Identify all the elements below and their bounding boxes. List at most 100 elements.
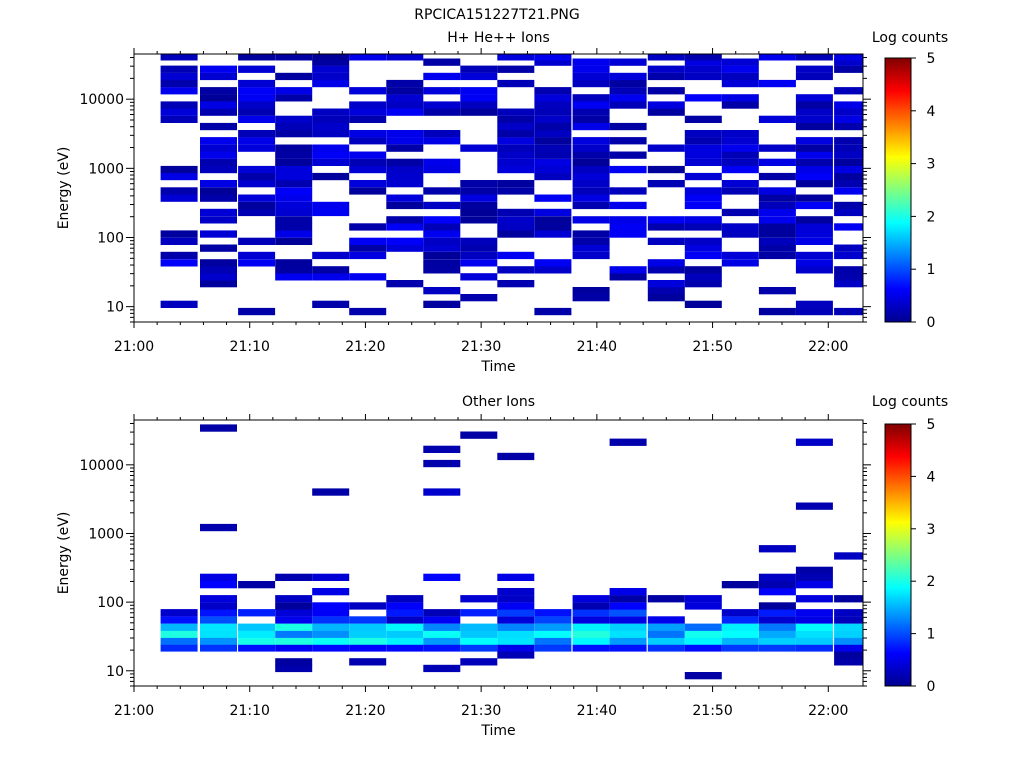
heatmap-cell bbox=[647, 616, 685, 624]
heatmap-cell bbox=[609, 623, 647, 631]
heatmap-cell bbox=[534, 172, 572, 181]
x-tick-label: 21:10 bbox=[230, 339, 270, 355]
colorbar-tick-label: 2 bbox=[927, 209, 936, 225]
heatmap-cell bbox=[423, 445, 461, 453]
heatmap-cell bbox=[238, 180, 276, 188]
heatmap-cell bbox=[834, 244, 863, 252]
panel-title: H+ He++ Ions bbox=[447, 30, 550, 46]
heatmap-cell bbox=[684, 194, 722, 202]
heatmap-cell bbox=[647, 87, 685, 95]
x-axis-label: Time bbox=[480, 359, 515, 375]
heatmap-cell bbox=[572, 602, 610, 610]
heatmap-cell bbox=[534, 230, 572, 238]
heatmap-cell bbox=[312, 573, 350, 581]
heatmap-cell bbox=[423, 616, 461, 624]
heatmap-cell bbox=[160, 72, 198, 81]
heatmap-cell bbox=[721, 158, 759, 166]
heatmap-cell bbox=[423, 230, 461, 238]
heatmap-cell bbox=[758, 208, 796, 217]
heatmap-cell bbox=[609, 94, 647, 102]
heatmap-cell bbox=[497, 644, 535, 652]
heatmap-cell bbox=[160, 187, 198, 195]
heatmap-cell bbox=[534, 115, 572, 123]
heatmap-cell bbox=[160, 251, 198, 260]
heatmap-cell bbox=[312, 172, 350, 181]
heatmap-cell bbox=[721, 637, 759, 645]
heatmap-cell bbox=[497, 452, 535, 461]
y-tick-label: 100 bbox=[97, 230, 124, 246]
heatmap-cell bbox=[609, 187, 647, 195]
heatmap-cell bbox=[609, 151, 647, 159]
heatmap-cell bbox=[647, 144, 685, 152]
heatmap-cell bbox=[275, 115, 313, 123]
heatmap-cell bbox=[572, 623, 610, 631]
heatmap-cell bbox=[160, 616, 198, 624]
heatmap-cell bbox=[795, 165, 833, 174]
heatmap-cell bbox=[423, 137, 461, 145]
heatmap-cell bbox=[275, 165, 313, 174]
heatmap-cell bbox=[423, 223, 461, 231]
heatmap-cell bbox=[275, 259, 313, 267]
heatmap-cell bbox=[460, 94, 498, 102]
colorbar-tick-label: 3 bbox=[927, 157, 936, 173]
heatmap-cell bbox=[834, 658, 863, 666]
heatmap-cell bbox=[572, 609, 610, 617]
heatmap-cell bbox=[200, 180, 237, 188]
heatmap-cell bbox=[647, 266, 685, 274]
heatmap-cell bbox=[834, 151, 863, 159]
heatmap-cell bbox=[795, 144, 833, 152]
x-tick-label: 21:20 bbox=[345, 339, 385, 355]
heatmap-cell bbox=[460, 251, 498, 260]
heatmap-cell bbox=[609, 609, 647, 617]
heatmap-cell bbox=[572, 237, 610, 245]
heatmap-cell bbox=[275, 194, 313, 202]
panel-other-ions: 21:00 21:10 21:20 21:30 21:40 21:50 22:0010100… bbox=[56, 394, 948, 739]
heatmap-cell bbox=[160, 237, 198, 245]
heatmap-cell bbox=[795, 194, 833, 202]
colorbar-tick-label: 1 bbox=[927, 627, 936, 643]
heatmap-cell bbox=[721, 72, 759, 81]
y-tick-label: 1000 bbox=[88, 526, 124, 542]
y-axis-label: Energy (eV) bbox=[56, 147, 72, 230]
heatmap-cell bbox=[386, 87, 424, 95]
heatmap-cell bbox=[721, 101, 759, 109]
heatmap-cell bbox=[349, 307, 387, 316]
heatmap-cell bbox=[312, 58, 350, 66]
heatmap-cell bbox=[795, 115, 833, 123]
heatmap-cell bbox=[572, 158, 610, 166]
heatmap-cell bbox=[609, 273, 647, 281]
heatmap-cell bbox=[795, 108, 833, 116]
heatmap-cell bbox=[721, 137, 759, 145]
heatmap-cell bbox=[795, 623, 833, 631]
heatmap-cell bbox=[721, 230, 759, 238]
x-tick-label: 21:40 bbox=[577, 339, 617, 355]
heatmap-cell bbox=[386, 616, 424, 624]
heatmap-cell bbox=[684, 637, 722, 645]
heatmap-cells bbox=[160, 424, 863, 680]
heatmap-cell bbox=[200, 122, 237, 131]
heatmap-cell bbox=[460, 101, 498, 109]
y-tick-label: 10000 bbox=[79, 458, 124, 474]
heatmap-cell bbox=[795, 644, 833, 652]
heatmap-cell bbox=[721, 130, 759, 138]
heatmap-cell bbox=[275, 609, 313, 617]
colorbar-tick-label: 5 bbox=[927, 51, 936, 67]
heatmap-cell bbox=[423, 266, 461, 274]
heatmap-cell bbox=[200, 208, 237, 217]
heatmap-cell bbox=[312, 144, 350, 152]
heatmap-cell bbox=[534, 165, 572, 174]
heatmap-cell bbox=[200, 573, 237, 581]
heatmap-cell bbox=[758, 194, 796, 202]
heatmap-cell bbox=[200, 595, 237, 603]
heatmap-cell bbox=[684, 65, 722, 73]
heatmap-cell bbox=[275, 94, 313, 102]
heatmap-cell bbox=[312, 623, 350, 631]
heatmap-cell bbox=[721, 180, 759, 188]
heatmap-cell bbox=[160, 300, 198, 308]
heatmap-cell bbox=[386, 201, 424, 210]
heatmap-cell bbox=[497, 623, 535, 631]
heatmap-cell bbox=[684, 115, 722, 123]
heatmap-cell bbox=[238, 644, 276, 652]
heatmap-cell bbox=[647, 180, 685, 188]
heatmap-cell bbox=[460, 630, 498, 638]
